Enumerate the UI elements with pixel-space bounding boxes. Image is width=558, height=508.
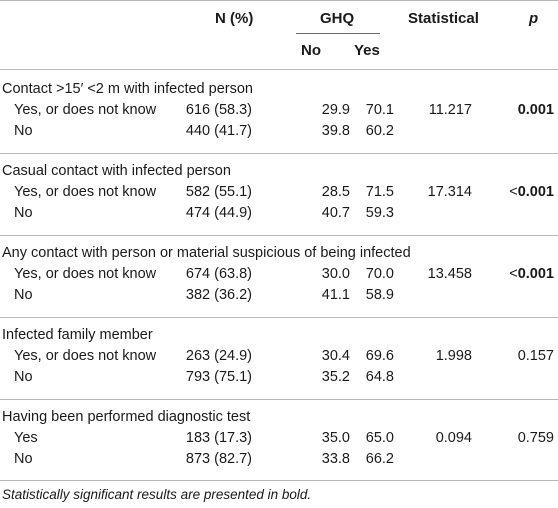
header-no: No (301, 42, 321, 59)
p-value-cell: 0.759 (518, 430, 554, 446)
p-prefix: < (509, 184, 518, 200)
ghq-no-value: 30.0 (321, 266, 350, 282)
n-value: 674 (63.8) (185, 266, 252, 282)
header-rule (0, 69, 558, 70)
section-separator (0, 153, 558, 154)
section-title: Casual contact with infected person (2, 163, 231, 179)
section-title: Any contact with person or material susp… (2, 245, 411, 261)
row-label: Yes, or does not know (14, 266, 157, 282)
section-separator (0, 480, 558, 481)
section-separator (0, 317, 558, 318)
header-n: N (%) (215, 10, 254, 27)
n-value: 263 (24.9) (185, 348, 252, 364)
section-title: Infected family member (2, 327, 153, 343)
ghq-yes-value: 70.1 (365, 102, 394, 118)
ghq-no-value: 35.2 (321, 369, 350, 385)
section-title: Having been performed diagnostic test (2, 409, 251, 425)
ghq-no-value: 39.8 (321, 123, 350, 139)
row-label: No (14, 287, 33, 303)
statistical-value: 1.998 (435, 348, 472, 364)
p-value: 0.157 (517, 348, 554, 364)
ghq-no-value: 30.4 (321, 348, 350, 364)
ghq-yes-value: 66.2 (365, 451, 394, 467)
header-yes: Yes (354, 42, 380, 59)
n-value: 582 (55.1) (185, 184, 252, 200)
ghq-yes-value: 69.6 (365, 348, 394, 364)
p-value-cell: <0.001 (509, 184, 554, 200)
row-label: Yes, or does not know (14, 184, 157, 200)
ghq-no-value: 40.7 (321, 205, 350, 221)
ghq-yes-value: 64.8 (365, 369, 394, 385)
row-label: No (14, 123, 33, 139)
ghq-rule (296, 33, 380, 34)
p-value: 0.001 (517, 266, 554, 282)
ghq-yes-value: 58.9 (365, 287, 394, 303)
n-value: 873 (82.7) (185, 451, 252, 467)
n-value: 183 (17.3) (185, 430, 252, 446)
section-title: Contact >15′ <2 m with infected person (2, 81, 253, 97)
ghq-yes-value: 59.3 (365, 205, 394, 221)
ghq-no-value: 29.9 (321, 102, 350, 118)
row-label: Yes (14, 430, 38, 446)
p-value: 0.001 (517, 102, 554, 118)
p-prefix: < (509, 266, 518, 282)
ghq-no-value: 41.1 (321, 287, 350, 303)
ghq-no-value: 35.0 (321, 430, 350, 446)
p-value-cell: 0.157 (518, 348, 554, 364)
row-label: No (14, 205, 33, 221)
n-value: 616 (58.3) (185, 102, 252, 118)
row-label: No (14, 451, 33, 467)
n-value: 474 (44.9) (185, 205, 252, 221)
p-value: 0.759 (517, 430, 554, 446)
header-statistical: Statistical (408, 10, 479, 27)
row-label: No (14, 369, 33, 385)
header-p: p (529, 10, 539, 27)
statistical-value: 0.094 (435, 430, 472, 446)
top-rule (0, 0, 558, 1)
n-value: 440 (41.7) (185, 123, 252, 139)
row-label: Yes, or does not know (14, 348, 157, 364)
ghq-no-value: 28.5 (321, 184, 350, 200)
n-value: 793 (75.1) (185, 369, 252, 385)
header-ghq: GHQ (320, 10, 355, 27)
ghq-no-value: 33.8 (321, 451, 350, 467)
ghq-yes-value: 70.0 (365, 266, 394, 282)
ghq-yes-value: 65.0 (365, 430, 394, 446)
n-value: 382 (36.2) (185, 287, 252, 303)
statistical-value: 11.217 (428, 102, 472, 118)
ghq-yes-value: 60.2 (365, 123, 394, 139)
p-value-cell: 0.001 (518, 102, 554, 118)
statistical-value: 17.314 (427, 184, 472, 200)
statistical-value: 13.458 (427, 266, 472, 282)
footnote: Statistically significant results are pr… (2, 487, 312, 502)
section-separator (0, 399, 558, 400)
row-label: Yes, or does not know (14, 102, 157, 118)
p-value: 0.001 (517, 184, 554, 200)
p-value-cell: <0.001 (509, 266, 554, 282)
section-separator (0, 235, 558, 236)
ghq-yes-value: 71.5 (365, 184, 394, 200)
